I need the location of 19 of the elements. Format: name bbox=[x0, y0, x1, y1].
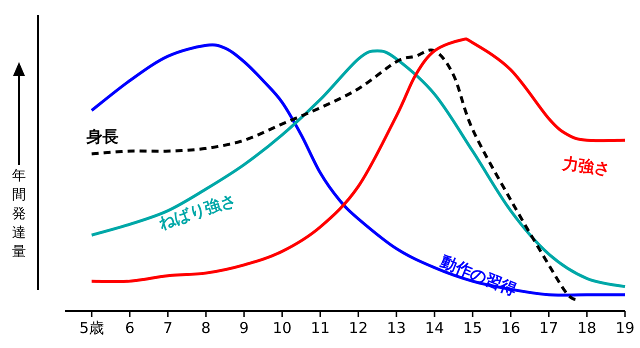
x-tick-label: 15 bbox=[463, 319, 482, 337]
text: 力強さ bbox=[560, 153, 612, 179]
series-label: 身長 bbox=[86, 126, 119, 146]
x-tick-label: 19 bbox=[615, 319, 635, 337]
x-tick-label: 17 bbox=[539, 319, 558, 337]
y-axis-title: 年間発達量 bbox=[12, 168, 26, 260]
x-tick-label: 9 bbox=[239, 319, 249, 337]
x-tick-label: 13 bbox=[386, 319, 406, 337]
x-tick-label: 5歳 bbox=[79, 319, 104, 337]
x-tick-label: 8 bbox=[201, 319, 211, 337]
x-tick-label: 18 bbox=[577, 319, 596, 337]
x-tick-label: 6 bbox=[124, 319, 135, 337]
x-tick-label: 12 bbox=[348, 319, 368, 337]
x-tick-label: 11 bbox=[310, 319, 330, 337]
text: ねばり強さ bbox=[156, 190, 238, 233]
x-tick-label: 14 bbox=[424, 319, 444, 337]
x-tick-label: 10 bbox=[272, 319, 292, 337]
x-tick-label: 7 bbox=[163, 319, 173, 337]
x-tick-label: 16 bbox=[501, 319, 520, 337]
